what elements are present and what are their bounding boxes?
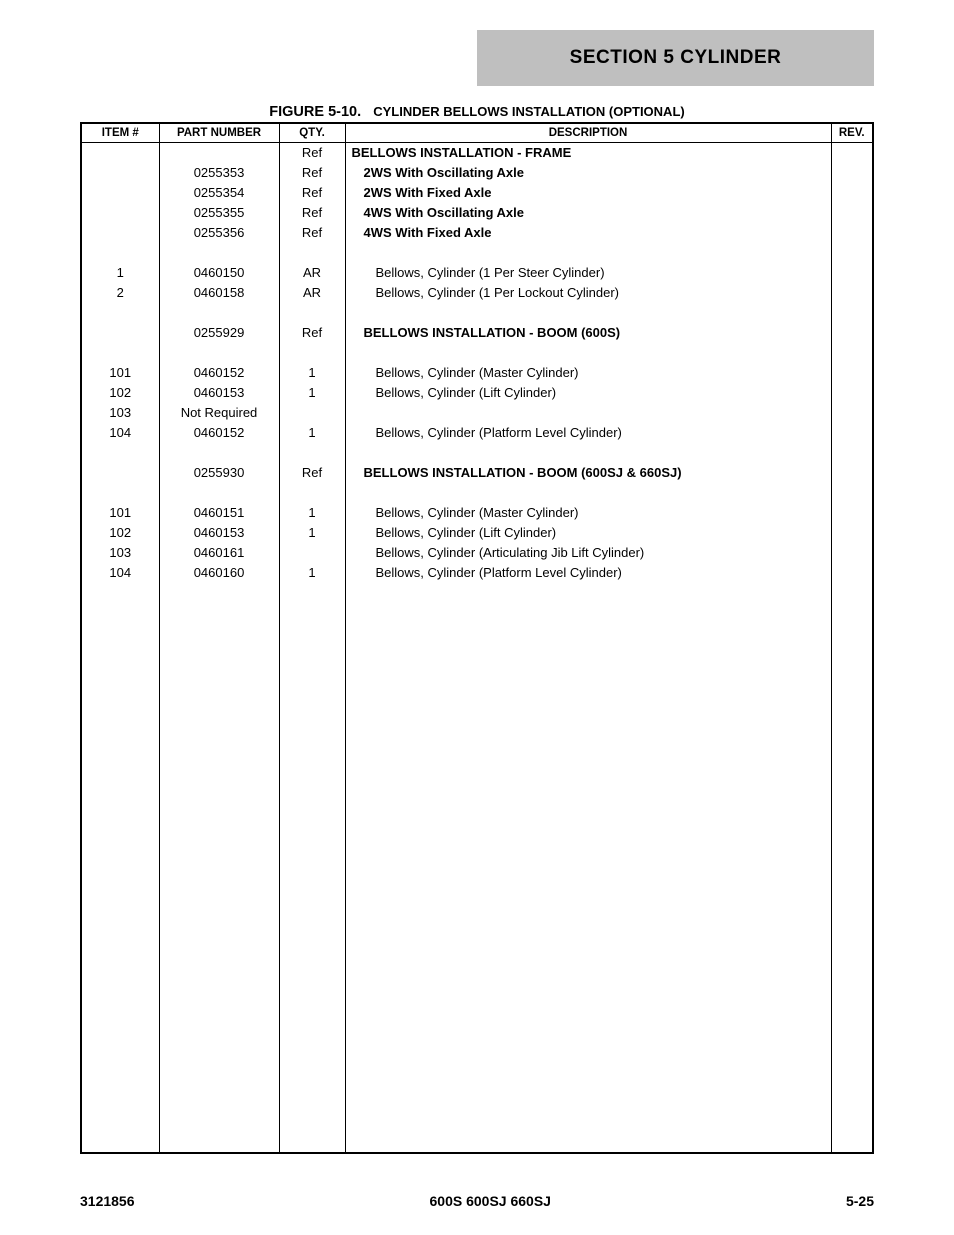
figure-number: FIGURE 5-10. — [269, 104, 361, 120]
table-row: 103Not Required — [81, 403, 873, 423]
col-header-qty: QTY. — [279, 123, 345, 143]
table-row: 10104601511Bellows, Cylinder (Master Cyl… — [81, 503, 873, 523]
table-row — [81, 303, 873, 323]
figure-name: CYLINDER BELLOWS INSTALLATION (OPTIONAL) — [373, 104, 685, 119]
section-title: SECTION 5 CYLINDER — [570, 47, 782, 69]
table-row: 0255929RefBELLOWS INSTALLATION - BOOM (6… — [81, 323, 873, 343]
table-row: 0255930RefBELLOWS INSTALLATION - BOOM (6… — [81, 463, 873, 483]
parts-table: ITEM # PART NUMBER QTY. DESCRIPTION REV.… — [80, 122, 874, 1154]
table-filler-row — [81, 583, 873, 1153]
table-row: 0255353Ref2WS With Oscillating Axle — [81, 163, 873, 183]
header-left-spacer — [80, 30, 477, 86]
table-row: 10460150ARBellows, Cylinder (1 Per Steer… — [81, 263, 873, 283]
table-row: 20460158ARBellows, Cylinder (1 Per Locko… — [81, 283, 873, 303]
table-row: 10404601521Bellows, Cylinder (Platform L… — [81, 423, 873, 443]
table-row — [81, 443, 873, 463]
footer-center: 600S 600SJ 660SJ — [430, 1193, 551, 1209]
table-row — [81, 243, 873, 263]
table-row: 10104601521Bellows, Cylinder (Master Cyl… — [81, 363, 873, 383]
table-row: 1030460161Bellows, Cylinder (Articulatin… — [81, 543, 873, 563]
col-header-desc: DESCRIPTION — [345, 123, 831, 143]
table-row: 10404601601Bellows, Cylinder (Platform L… — [81, 563, 873, 583]
table-row: 0255355Ref4WS With Oscillating Axle — [81, 203, 873, 223]
table-row — [81, 343, 873, 363]
col-header-rev: REV. — [831, 123, 873, 143]
table-header-row: ITEM # PART NUMBER QTY. DESCRIPTION REV. — [81, 123, 873, 143]
table-row: 0255356Ref4WS With Fixed Axle — [81, 223, 873, 243]
footer-left: 3121856 — [80, 1193, 135, 1209]
header-right-panel: SECTION 5 CYLINDER — [477, 30, 874, 86]
table-row: 10204601531Bellows, Cylinder (Lift Cylin… — [81, 383, 873, 403]
figure-title: FIGURE 5-10. CYLINDER BELLOWS INSTALLATI… — [80, 104, 874, 120]
table-row: 0255354Ref2WS With Fixed Axle — [81, 183, 873, 203]
header-bar: SECTION 5 CYLINDER — [80, 30, 874, 86]
table-row: 10204601531Bellows, Cylinder (Lift Cylin… — [81, 523, 873, 543]
footer-right: 5-25 — [846, 1193, 874, 1209]
page-footer: 3121856 600S 600SJ 660SJ 5-25 — [80, 1193, 874, 1209]
table-row: RefBELLOWS INSTALLATION - FRAME — [81, 143, 873, 163]
table-row — [81, 483, 873, 503]
col-header-item: ITEM # — [81, 123, 159, 143]
col-header-part: PART NUMBER — [159, 123, 279, 143]
